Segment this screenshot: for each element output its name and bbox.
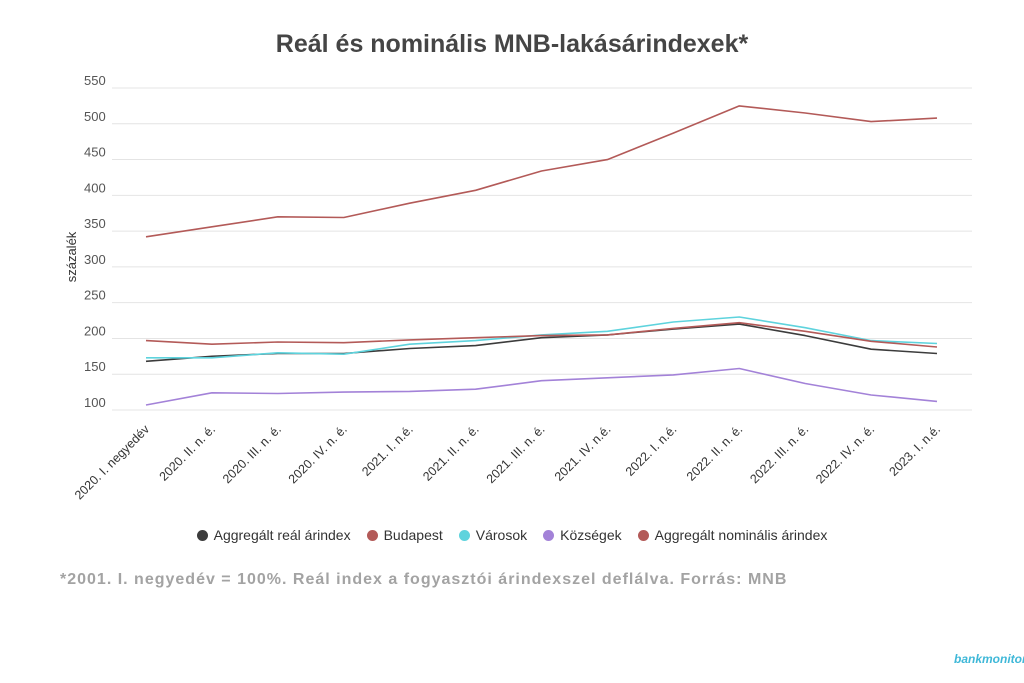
legend-marker bbox=[196, 529, 208, 541]
series-lines bbox=[145, 105, 938, 406]
y-tick-label: 450 bbox=[84, 145, 106, 160]
logo: bankmonitor.hu bbox=[954, 652, 1024, 666]
x-tick-label: 2021. II. n. é. bbox=[420, 422, 481, 483]
y-tick-label: 150 bbox=[84, 359, 106, 374]
x-tick-label: 2022. I. n.é. bbox=[623, 422, 680, 479]
legend-marker bbox=[458, 529, 470, 541]
legend-marker bbox=[543, 529, 555, 541]
y-tick-label: 300 bbox=[84, 252, 106, 267]
x-tick-label: 2022. III. n. é. bbox=[747, 422, 811, 486]
legend-label: Községek bbox=[560, 527, 622, 543]
legend-marker bbox=[366, 529, 378, 541]
x-tick-label: 2020. III. n. é. bbox=[220, 422, 284, 486]
y-tick-label: 200 bbox=[84, 323, 106, 338]
legend-label: Városok bbox=[475, 527, 528, 543]
y-tick-label: 400 bbox=[84, 180, 106, 195]
series-line-1 bbox=[145, 105, 938, 238]
y-axis-ticks: 100 150 200 250 300 350 400 450 500 550 bbox=[84, 73, 106, 410]
x-tick-label: 2020. IV. n. é. bbox=[286, 422, 350, 486]
y-tick-label: 350 bbox=[84, 216, 106, 231]
series-line-3 bbox=[145, 367, 938, 406]
legend-label: Aggregált reál árindex bbox=[213, 527, 351, 543]
y-tick-label: 550 bbox=[84, 73, 106, 88]
y-tick-label: 250 bbox=[84, 288, 106, 303]
x-tick-label: 2022. IV. n. é. bbox=[813, 422, 877, 486]
y-tick-label: 500 bbox=[84, 109, 106, 124]
chart-title: Reál és nominális MNB-lakásárindexek* bbox=[275, 30, 749, 58]
x-tick-label: 2021. IV. n.é. bbox=[552, 422, 614, 484]
legend-item: Aggregált nominális árindex bbox=[637, 527, 828, 543]
legend: Aggregált reál árindex Budapest Városok Köz… bbox=[0, 527, 1024, 543]
grid-lines bbox=[112, 87, 972, 411]
series-line-4 bbox=[145, 321, 938, 348]
legend-label: Aggregált nominális árindex bbox=[654, 527, 828, 543]
footnote: *2001. I. negyedév = 100%. Reál index a … bbox=[60, 571, 788, 588]
x-tick-label: 2022. II. n. é. bbox=[684, 422, 745, 483]
legend-item: Aggregált reál árindex bbox=[196, 527, 351, 543]
x-tick-label: 2020. I. negyedév bbox=[72, 422, 153, 503]
x-tick-label: 2023. I. n.é. bbox=[887, 422, 944, 479]
legend-item: Községek bbox=[543, 527, 622, 543]
x-tick-label: 2020. II. n. é. bbox=[157, 422, 218, 483]
x-tick-label: 2021. I. n.é. bbox=[359, 422, 416, 479]
legend-item: Budapest bbox=[366, 527, 443, 543]
x-axis-ticks: 2020. I. negyedév 2020. II. n. é. 2020. II… bbox=[72, 422, 943, 503]
line-chart: 100 150 200 250 300 350 400 450 500 550 2020. I. … bbox=[64, 73, 972, 503]
legend-marker bbox=[637, 529, 649, 541]
legend-item: Városok bbox=[458, 527, 528, 543]
y-tick-label: 100 bbox=[84, 395, 106, 410]
x-tick-label: 2021. III. n. é. bbox=[484, 422, 548, 486]
y-axis-label: százalék bbox=[64, 231, 79, 282]
legend-label: Budapest bbox=[383, 527, 443, 543]
